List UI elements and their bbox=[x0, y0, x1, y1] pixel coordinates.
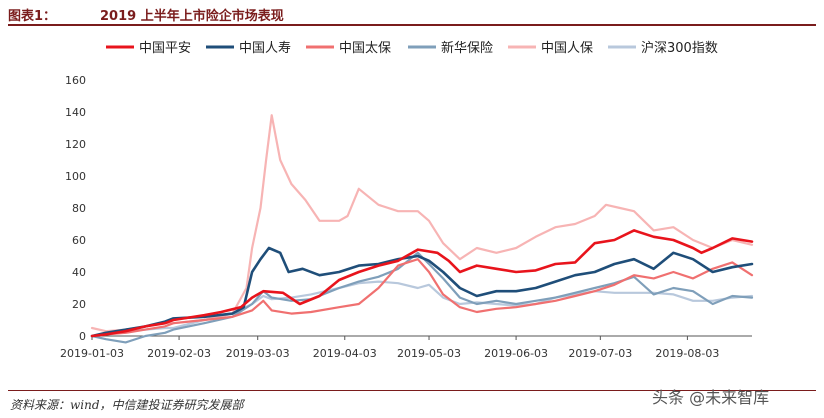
y-tick-label: 20 bbox=[72, 298, 86, 311]
y-axis: 0 20 40 60 80 100 120 140 160 bbox=[65, 74, 86, 343]
x-tick-label: 2019-06-03 bbox=[484, 347, 548, 360]
footer-rule bbox=[8, 390, 816, 391]
x-tick-label: 2019-03-03 bbox=[226, 347, 290, 360]
x-tick-label: 2019-02-03 bbox=[147, 347, 211, 360]
y-tick-label: 120 bbox=[65, 138, 86, 151]
y-tick-label: 60 bbox=[72, 234, 86, 247]
series-line bbox=[90, 246, 754, 338]
legend-label: 中国平安 bbox=[139, 41, 191, 56]
source-note: 资料来源：wind，中信建投证券研究发展部 bbox=[10, 398, 244, 412]
series-lines bbox=[90, 114, 754, 344]
y-tick-label: 40 bbox=[72, 266, 86, 279]
x-axis: 2019-01-03 2019-02-03 2019-03-03 2019-04-03… bbox=[60, 335, 752, 360]
header-rule bbox=[8, 24, 816, 26]
figure-header: 图表1： 2019 上半年上市险企市场表现 bbox=[8, 0, 816, 24]
y-tick-label: 140 bbox=[65, 106, 86, 119]
x-tick-label: 2019-01-03 bbox=[60, 347, 124, 360]
y-tick-label: 100 bbox=[65, 170, 86, 183]
x-tick-label: 2019-07-03 bbox=[568, 347, 632, 360]
legend-label: 中国太保 bbox=[339, 41, 391, 56]
y-tick-label: 80 bbox=[72, 202, 86, 215]
series-line bbox=[90, 258, 754, 338]
line-chart: 中国平安 中国人寿 中国太保 新华保险 中国人保 沪深300指数 0 20 40 60 80 100… bbox=[60, 40, 754, 360]
x-tick-label: 2019-05-03 bbox=[397, 347, 461, 360]
series-line bbox=[90, 114, 754, 333]
y-tick-label: 160 bbox=[65, 74, 86, 87]
legend-label: 中国人保 bbox=[541, 41, 593, 56]
series-line bbox=[90, 251, 754, 344]
series-line bbox=[90, 229, 754, 338]
legend-label: 沪深300指数 bbox=[641, 40, 718, 56]
y-tick-label: 0 bbox=[79, 330, 86, 343]
legend-label: 新华保险 bbox=[441, 40, 493, 56]
watermark: 头条 @未来智库 bbox=[652, 388, 770, 407]
legend-label: 中国人寿 bbox=[239, 41, 291, 56]
x-tick-label: 2019-08-03 bbox=[655, 347, 719, 360]
legend: 中国平安 中国人寿 中国太保 新华保险 中国人保 沪深300指数 bbox=[106, 40, 718, 56]
figure-label: 图表1： bbox=[8, 9, 57, 24]
figure-title: 2019 上半年上市险企市场表现 bbox=[100, 9, 284, 24]
series-line bbox=[90, 280, 754, 338]
x-tick-label: 2019-04-03 bbox=[313, 347, 377, 360]
